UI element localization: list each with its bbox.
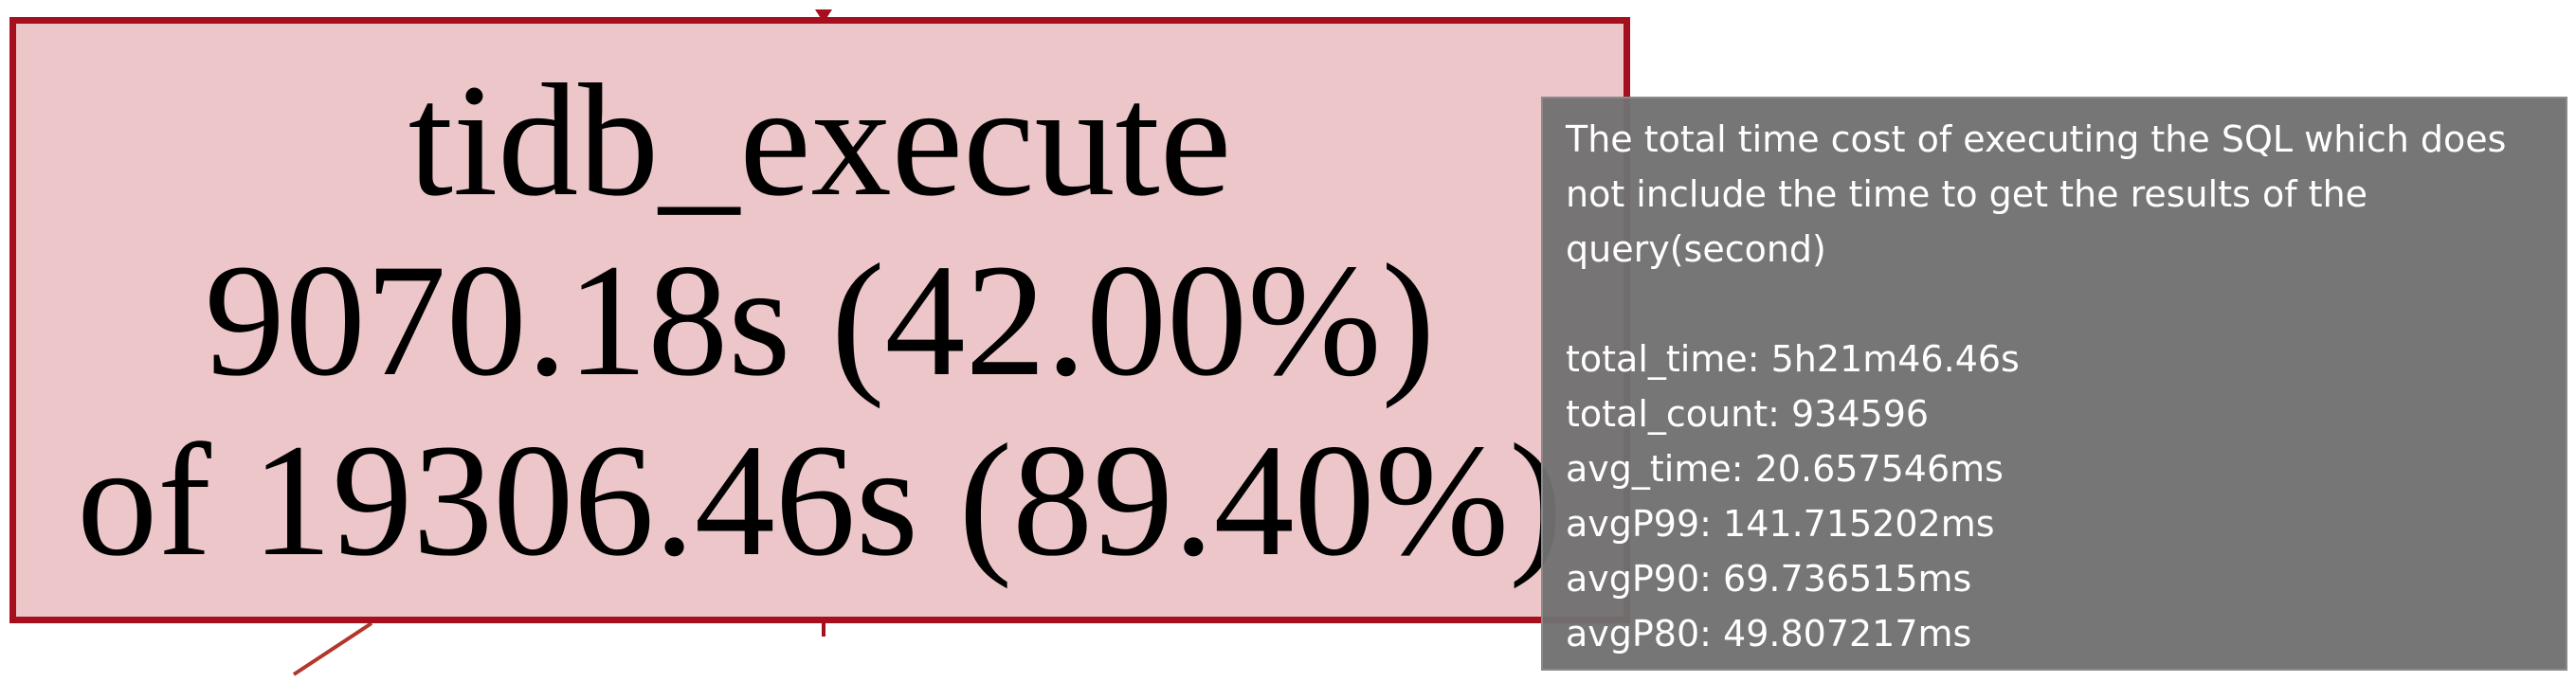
tooltip-stat-avg-p99: avgP99: 141.715202ms (1566, 503, 1995, 545)
graph-node-tidb-execute[interactable]: tidb_execute 9070.18s (42.00%) of 19306.… (9, 17, 1630, 623)
outgoing-edge-diagonal (292, 621, 373, 676)
incoming-edge-arrowhead (815, 9, 832, 23)
node-title: tidb_execute (408, 51, 1232, 229)
tooltip-stat-total-count: total_count: 934596 (1566, 393, 1930, 435)
tooltip-stat-avg-p80: avgP80: 49.807217ms (1566, 613, 1972, 655)
node-tooltip: The total time cost of executing the SQL… (1541, 97, 2567, 671)
tooltip-stat-avg-p90: avgP90: 69.736515ms (1566, 558, 1972, 600)
tooltip-stat-total-time: total_time: 5h21m46.46s (1566, 338, 2020, 380)
tooltip-stat-avg-time: avg_time: 20.657546ms (1566, 448, 2004, 490)
tooltip-description: The total time cost of executing the SQL… (1566, 118, 2507, 270)
node-total-time: of 19306.46s (89.40%) (77, 411, 1563, 589)
node-self-time: 9070.18s (42.00%) (204, 231, 1436, 409)
